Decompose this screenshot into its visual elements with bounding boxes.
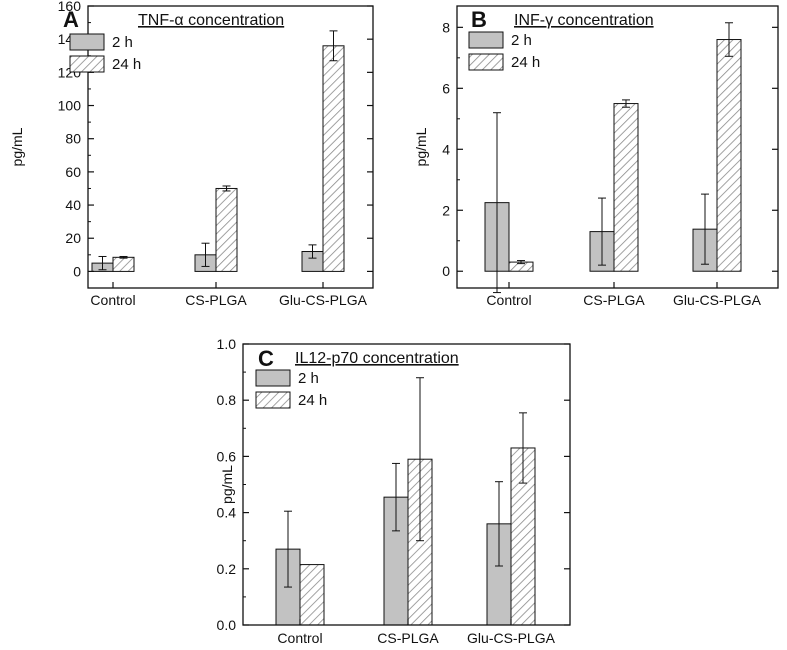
panel-b-y-axis-title: pg/mL — [413, 127, 429, 166]
panel-b-y-tick-label: 8 — [442, 19, 450, 35]
panel-b-legend-label: 2 h — [511, 32, 532, 49]
panel-c-bar-24h-control — [299, 564, 325, 626]
panel-b-axes-frame — [456, 5, 779, 289]
panel-a-legend-swatch — [69, 33, 105, 51]
panel-c-x-category-label: CS-PLGA — [377, 630, 439, 646]
panel-a-x-category-label: Control — [90, 292, 135, 308]
panel-b-error-bar-2h-cs-plga — [598, 197, 606, 266]
panel-b-y-tick-label: 2 — [442, 202, 450, 218]
panel-a-bar-24h-glu-cs-plga — [322, 45, 345, 272]
panel-c-legend-label: 24 h — [298, 392, 327, 409]
panel-b-legend-label: 24 h — [511, 54, 540, 71]
panel-b-bar-24h-glu-cs-plga — [716, 39, 742, 272]
panel-c-error-bar-2h-control — [284, 510, 292, 588]
panel-c-y-tick-label: 0.2 — [217, 561, 237, 577]
panel-a-x-category-label: CS-PLGA — [185, 292, 247, 308]
panel-a-error-bar-2h-control — [98, 255, 107, 271]
panel-b-x-category-label: Glu-CS-PLGA — [673, 292, 762, 308]
panel-b-legend-item-24h: 24 h — [468, 53, 540, 71]
panel-b-y-tick-label: 6 — [442, 80, 450, 96]
panel-c: 0.0 0.2 0.4 0.6 0.8 1.0 Control CS-PLGA Glu-CS-P… — [217, 336, 571, 646]
panel-a-error-bar-24h-control — [119, 255, 128, 259]
panel-c-error-bar-2h-glu-cs-plga — [495, 481, 503, 567]
panel-a-legend-item-24h: 24 h — [69, 55, 141, 73]
panel-a-error-bar-24h-glu-cs-plga — [329, 30, 338, 62]
panel-a-y-tick-label: 0 — [73, 263, 81, 279]
panel-b-y-tick-label: 0 — [442, 263, 450, 279]
panel-a-x-category-label: Glu-CS-PLGA — [279, 292, 368, 308]
panel-a-legend-item-2h: 2 h — [69, 33, 133, 51]
panel-b-error-bar-2h-control — [493, 112, 501, 294]
panel-c-error-bar-2h-cs-plga — [392, 462, 400, 532]
panel-c-error-bar-24h-cs-plga — [416, 377, 424, 542]
panel-a-y-tick-label: 60 — [65, 164, 81, 180]
panel-b-bar-24h-cs-plga — [613, 103, 639, 272]
panel-b-x-category-label: CS-PLGA — [583, 292, 645, 308]
panel-c-y-tick-label: 0.6 — [217, 448, 237, 464]
panel-c-y-tick-label: 0.4 — [217, 505, 237, 521]
panel-b-error-bar-24h-control — [517, 260, 525, 265]
panel-a-y-tick-label: 40 — [65, 197, 81, 213]
panel-c-error-bar-24h-glu-cs-plga — [519, 412, 527, 484]
panel-b-error-bar-24h-cs-plga — [622, 99, 630, 108]
panel-c-y-tick-label: 1.0 — [217, 336, 237, 352]
panel-a-y-axis-title: pg/mL — [9, 127, 25, 166]
panel-b-error-bar-24h-glu-cs-plga — [725, 22, 733, 57]
panel-a-letter: A — [63, 7, 79, 32]
panel-c-legend-swatch — [255, 369, 291, 387]
panel-c-letter: C — [258, 346, 274, 371]
panel-b-legend-swatch — [468, 53, 504, 71]
panel-c-x-category-label: Glu-CS-PLGA — [467, 630, 556, 646]
panel-b-y-tick-label: 4 — [442, 141, 450, 157]
panel-a-legend-label: 2 h — [112, 34, 133, 51]
panel-b-x-category-label: Control — [486, 292, 531, 308]
panel-a-legend-label: 24 h — [112, 56, 141, 73]
panel-c-y-tick-label: 0.8 — [217, 392, 237, 408]
panel-a-error-bar-2h-glu-cs-plga — [308, 244, 317, 259]
panel-c-legend-item-24h: 24 h — [255, 391, 327, 409]
panel-a-bar-24h-control — [112, 256, 135, 272]
panel-c-y-tick-label: 0.0 — [217, 617, 237, 633]
panel-a-y-tick-label: 20 — [65, 230, 81, 246]
panel-a-legend-swatch — [69, 55, 105, 73]
panel-c-legend-swatch — [255, 391, 291, 409]
panel-a-error-bar-2h-cs-plga — [201, 242, 210, 267]
panel-b-legend-item-2h: 2 h — [468, 31, 532, 49]
panel-c-title: IL12-p70 concentration — [295, 350, 459, 367]
panel-c-legend-item-2h: 2 h — [255, 369, 319, 387]
panel-a-y-tick-label: 160 — [58, 0, 82, 14]
panel-a-y-tick-label: 100 — [58, 98, 82, 114]
panel-a-title: TNF-α concentration — [138, 12, 284, 29]
panel-b-title: INF-γ concentration — [514, 12, 654, 29]
panel-a-axes-frame — [87, 5, 374, 289]
panel-b: 0 2 4 6 8 Control CS-PLGA Glu-CS-PLGA pg/mL B INF-… — [413, 5, 779, 308]
panel-a-y-tick-label: 80 — [65, 131, 81, 147]
panel-b-error-bar-2h-glu-cs-plga — [701, 193, 709, 265]
panel-b-legend-swatch — [468, 31, 504, 49]
panel-c-legend-label: 2 h — [298, 370, 319, 387]
panel-b-letter: B — [471, 7, 487, 32]
panel-a-bar-24h-cs-plga — [215, 187, 238, 272]
panel-a-error-bar-24h-cs-plga — [222, 185, 231, 192]
panel-c-x-category-label: Control — [277, 630, 322, 646]
panel-c-y-axis-title: pg/mL — [219, 465, 235, 504]
